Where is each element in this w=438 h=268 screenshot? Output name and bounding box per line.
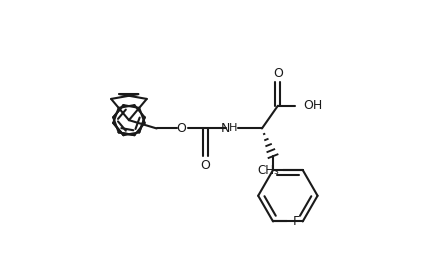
Text: CH₃: CH₃: [257, 163, 279, 177]
Text: O: O: [200, 159, 210, 172]
Text: H: H: [229, 124, 237, 133]
Text: N: N: [220, 122, 230, 135]
Text: OH: OH: [303, 99, 322, 112]
Text: O: O: [177, 122, 187, 135]
Text: O: O: [273, 67, 283, 80]
Text: F: F: [293, 215, 300, 228]
